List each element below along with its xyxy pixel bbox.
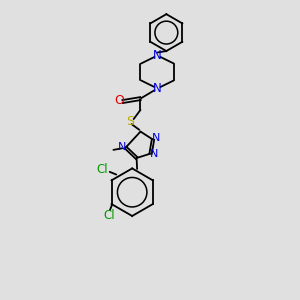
Text: O: O (114, 94, 124, 107)
Text: Cl: Cl (97, 163, 108, 176)
Text: N: N (150, 149, 159, 160)
Text: N: N (153, 49, 162, 62)
Text: N: N (153, 82, 162, 95)
Text: Cl: Cl (103, 209, 115, 222)
Text: S: S (126, 115, 134, 128)
Text: N: N (118, 142, 126, 152)
Text: N: N (152, 134, 161, 143)
